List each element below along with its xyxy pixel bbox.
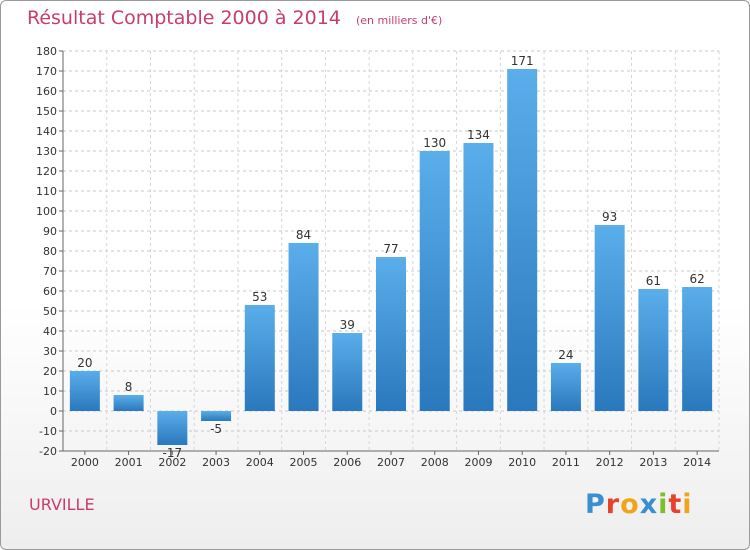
value-label-2003: -5 xyxy=(210,422,222,436)
x-tick-label: 2009 xyxy=(464,456,492,469)
y-tick-label: 100 xyxy=(36,205,57,218)
bar-2011 xyxy=(550,363,581,411)
value-label-2006: 39 xyxy=(340,318,355,332)
bar-2002 xyxy=(157,411,188,445)
bar-2010 xyxy=(507,69,538,411)
bars xyxy=(69,69,713,445)
value-label-2010: 171 xyxy=(511,54,534,68)
y-tick-label: 70 xyxy=(43,265,57,278)
bar-2003 xyxy=(201,411,232,421)
chart-title-block: Résultat Comptable 2000 à 2014 (en milli… xyxy=(27,7,442,29)
bar-2005 xyxy=(288,243,319,411)
value-labels: 20 8 -17 -5 53 84 39 77 130 134 171 24 93 61 62 xyxy=(77,54,705,460)
bar-2007 xyxy=(376,257,406,411)
x-tick-label: 2008 xyxy=(421,456,449,469)
logo-letter: o xyxy=(620,489,640,520)
value-label-2013: 61 xyxy=(646,274,661,288)
y-tick-label: 50 xyxy=(43,305,57,318)
bar-2013 xyxy=(638,289,669,411)
logo-letter: x xyxy=(639,489,659,520)
value-label-2002: -17 xyxy=(163,446,183,460)
value-label-2005: 84 xyxy=(296,228,311,242)
logo-letter: P xyxy=(585,489,606,520)
x-tick-label: 2013 xyxy=(639,456,667,469)
y-tick-label: 120 xyxy=(36,165,57,178)
value-label-2008: 130 xyxy=(423,136,446,150)
x-tick-label: 2002 xyxy=(158,456,186,469)
x-tick-label: 2001 xyxy=(115,456,143,469)
x-tick-label: 2007 xyxy=(377,456,405,469)
logo-letter: i xyxy=(658,489,669,520)
chart-title: Résultat Comptable 2000 à 2014 xyxy=(27,7,341,29)
proxiti-logo: Proxiti xyxy=(585,489,693,520)
y-tick-label: 130 xyxy=(36,145,57,158)
y-tick-label: 30 xyxy=(43,345,57,358)
bar-2001 xyxy=(113,395,144,411)
value-label-2012: 93 xyxy=(602,210,617,224)
bar-2014 xyxy=(682,287,713,411)
bar-2006 xyxy=(332,333,363,411)
x-tick-label: 2011 xyxy=(552,456,580,469)
x-tick-label: 2014 xyxy=(683,456,711,469)
y-tick-label: 180 xyxy=(36,45,57,58)
y-tick-label: -20 xyxy=(39,445,57,458)
y-tick-label: 60 xyxy=(43,285,57,298)
y-tick-label: 40 xyxy=(43,325,57,338)
logo-letter: r xyxy=(605,489,621,520)
x-tick-label: 2012 xyxy=(596,456,624,469)
bar-2008 xyxy=(419,151,450,411)
x-tick-label: 2005 xyxy=(290,456,318,469)
x-tick-label: 2010 xyxy=(508,456,536,469)
x-tick-label: 2006 xyxy=(333,456,361,469)
y-tick-label: 170 xyxy=(36,65,57,78)
y-tick-label: 140 xyxy=(36,125,57,138)
y-tick-label: 110 xyxy=(36,185,57,198)
value-label-2014: 62 xyxy=(689,272,704,286)
value-label-2004: 53 xyxy=(252,290,267,304)
x-tick-label: 2000 xyxy=(71,456,99,469)
value-label-2009: 134 xyxy=(467,128,490,142)
y-tick-label: 0 xyxy=(50,405,57,418)
value-label-2001: 8 xyxy=(125,380,133,394)
y-tick-label: 80 xyxy=(43,245,57,258)
y-tick-label: -10 xyxy=(39,425,57,438)
logo-letter: i xyxy=(682,489,693,520)
axes: -20 -10 0 10 20 30 40 50 60 70 80 90 100 110 120 130 140… xyxy=(36,45,719,469)
x-tick-label: 2004 xyxy=(246,456,274,469)
y-tick-label: 160 xyxy=(36,85,57,98)
bar-2000 xyxy=(69,371,100,411)
y-tick-label: 90 xyxy=(43,225,57,238)
bar-2004 xyxy=(244,305,275,411)
chart-subtitle: (en milliers d'€) xyxy=(355,14,443,27)
value-label-2000: 20 xyxy=(77,356,92,370)
bar-2009 xyxy=(463,143,494,411)
y-tick-label: 10 xyxy=(43,385,57,398)
x-tick-label: 2003 xyxy=(202,456,230,469)
commune-name: URVILLE xyxy=(29,495,95,514)
bar-2012 xyxy=(594,225,625,411)
value-label-2011: 24 xyxy=(558,348,573,362)
value-label-2007: 77 xyxy=(383,242,398,256)
y-tick-label: 150 xyxy=(36,105,57,118)
logo-letter: t xyxy=(668,489,683,520)
y-tick-label: 20 xyxy=(43,365,57,378)
